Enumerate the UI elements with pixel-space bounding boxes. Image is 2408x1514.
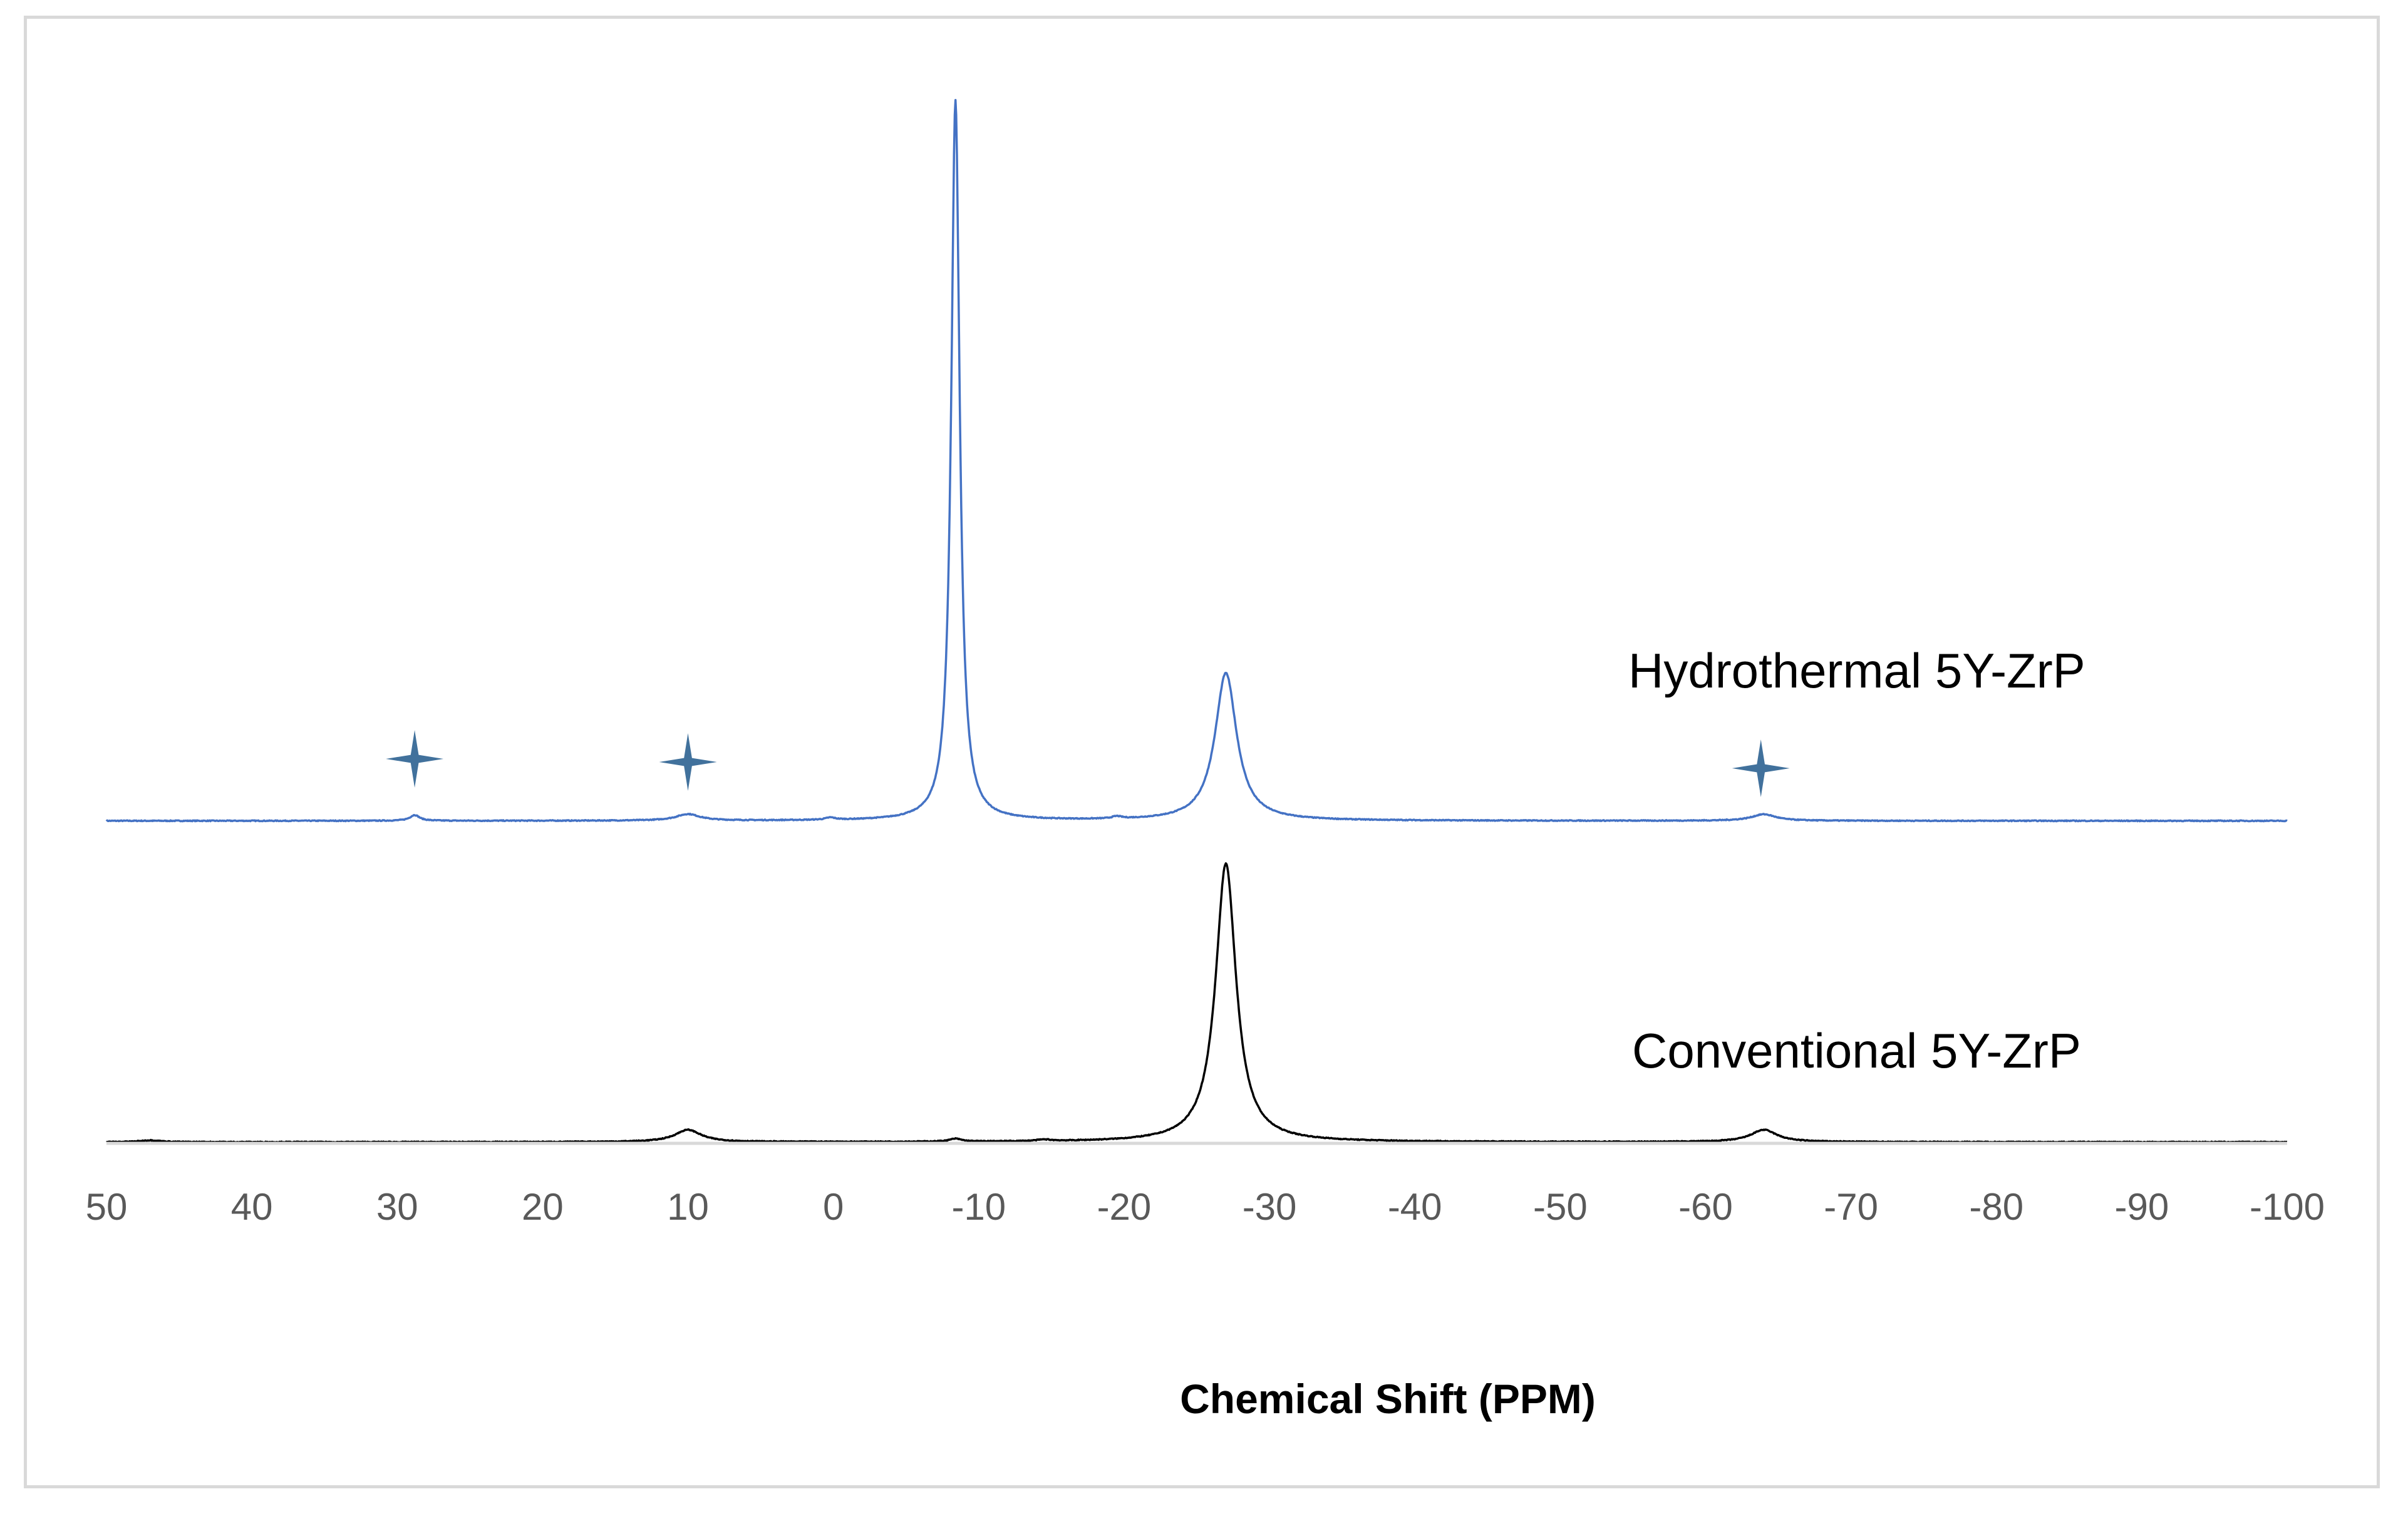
x-tick-label: -90 [2115,1186,2169,1228]
x-tick-label: 0 [823,1186,844,1228]
x-tick-label: 20 [522,1186,564,1228]
sideband-star-icon [386,730,444,788]
x-tick-label: 10 [667,1186,709,1228]
x-tick-label: -40 [1388,1186,1442,1228]
x-tick-label: -80 [1969,1186,2023,1228]
x-tick-label: -10 [951,1186,1006,1228]
x-tick-label: -60 [1678,1186,1733,1228]
x-tick-label: -70 [1824,1186,1878,1228]
series-line-conventional [106,862,2288,1144]
series-line-hydrothermal [105,99,2288,823]
x-tick-label: 30 [376,1186,418,1228]
sideband-star-icon [1732,739,1790,797]
series-label-hydrothermal: Hydrothermal 5Y-ZrP [1628,643,2085,698]
x-tick-label: 50 [86,1186,128,1228]
series-label-conventional: Conventional 5Y-ZrP [1632,1023,2081,1078]
series-lines [105,99,2288,1144]
x-tick-label: -30 [1243,1186,1297,1228]
x-axis-tick-labels: 50 40 30 20 10 0 -10 -20 -30 -40 -50 -60 -70 -80 -90 -1… [86,1186,2325,1228]
x-tick-label: -50 [1533,1186,1588,1228]
sideband-star-icon [659,733,717,791]
x-tick-label: -100 [2250,1186,2325,1228]
x-tick-label: -20 [1097,1186,1152,1228]
x-axis-title: Chemical Shift (PPM) [1180,1376,1596,1422]
sideband-markers [386,730,1790,797]
x-tick-label: 40 [231,1186,273,1228]
